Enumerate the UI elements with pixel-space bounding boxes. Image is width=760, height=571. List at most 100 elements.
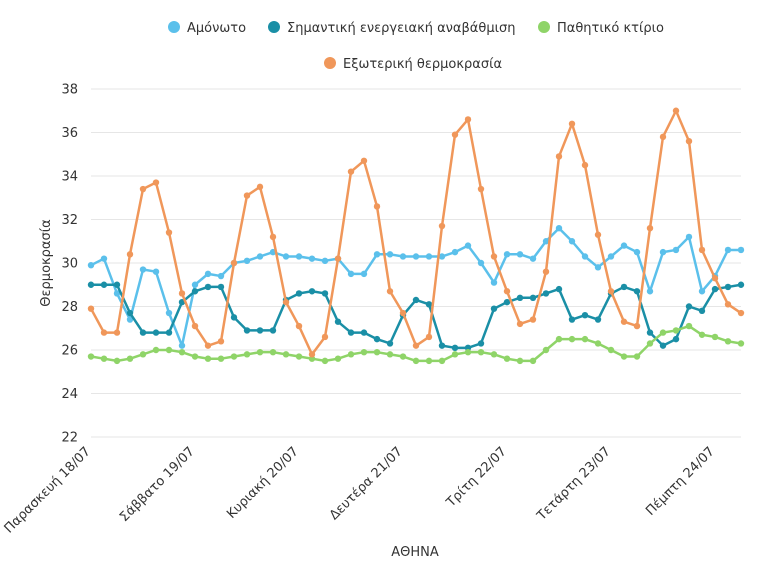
data-point-s3-29[interactable] <box>464 116 472 123</box>
data-point-s0-38[interactable] <box>581 253 589 260</box>
data-point-s1-34[interactable] <box>529 294 537 301</box>
data-point-s1-23[interactable] <box>386 340 394 347</box>
data-point-s1-35[interactable] <box>542 290 550 297</box>
data-point-s0-44[interactable] <box>659 248 667 256</box>
data-point-s0-20[interactable] <box>347 270 355 278</box>
data-point-s1-4[interactable] <box>139 329 147 336</box>
data-point-s0-2[interactable] <box>113 290 121 297</box>
data-point-s0-0[interactable] <box>87 261 95 269</box>
data-point-s2-39[interactable] <box>594 340 602 347</box>
data-point-s0-18[interactable] <box>321 257 329 265</box>
data-point-s3-31[interactable] <box>490 253 498 260</box>
data-point-s0-35[interactable] <box>542 238 550 245</box>
data-point-s2-23[interactable] <box>386 351 394 358</box>
data-point-s0-24[interactable] <box>399 253 407 260</box>
data-point-s3-24[interactable] <box>399 309 407 317</box>
data-point-s2-4[interactable] <box>139 351 147 358</box>
data-point-s1-28[interactable] <box>451 344 459 352</box>
data-point-s2-21[interactable] <box>360 348 368 356</box>
data-point-s1-41[interactable] <box>620 283 628 291</box>
data-point-s0-40[interactable] <box>607 253 615 260</box>
data-point-s0-32[interactable] <box>503 251 511 258</box>
data-point-s3-7[interactable] <box>178 290 186 297</box>
data-point-s2-38[interactable] <box>581 335 589 343</box>
data-point-s1-0[interactable] <box>87 281 95 288</box>
data-point-s1-17[interactable] <box>308 288 316 295</box>
data-point-s0-23[interactable] <box>386 251 394 258</box>
data-point-s2-22[interactable] <box>373 348 381 356</box>
data-point-s2-44[interactable] <box>659 329 667 336</box>
data-point-s0-50[interactable] <box>737 246 745 254</box>
data-point-s0-41[interactable] <box>620 242 628 249</box>
data-point-s3-6[interactable] <box>165 229 173 236</box>
data-point-s2-19[interactable] <box>334 355 342 362</box>
data-point-s3-43[interactable] <box>646 225 654 232</box>
data-point-s0-7[interactable] <box>178 342 186 349</box>
data-point-s0-39[interactable] <box>594 264 602 271</box>
data-point-s3-50[interactable] <box>737 309 745 317</box>
data-point-s0-46[interactable] <box>685 233 693 241</box>
data-point-s3-30[interactable] <box>477 185 485 193</box>
data-point-s1-32[interactable] <box>503 298 511 306</box>
data-point-s1-25[interactable] <box>412 296 420 304</box>
data-point-s3-8[interactable] <box>191 322 199 330</box>
data-point-s2-41[interactable] <box>620 353 628 360</box>
data-point-s2-15[interactable] <box>282 351 290 358</box>
legend-item-series-0[interactable]: Αμόνωτο <box>168 21 246 36</box>
data-point-s0-1[interactable] <box>100 255 108 262</box>
data-point-s1-44[interactable] <box>659 342 667 349</box>
data-point-s1-45[interactable] <box>672 335 680 343</box>
data-point-s0-9[interactable] <box>204 270 212 278</box>
data-point-s3-33[interactable] <box>516 320 524 328</box>
data-point-s2-46[interactable] <box>685 322 693 330</box>
data-point-s0-10[interactable] <box>217 272 225 280</box>
data-point-s2-5[interactable] <box>152 346 160 354</box>
data-point-s3-42[interactable] <box>633 322 641 330</box>
data-point-s1-18[interactable] <box>321 290 329 297</box>
data-point-s3-26[interactable] <box>425 333 433 341</box>
data-point-s3-22[interactable] <box>373 203 381 210</box>
data-point-s1-8[interactable] <box>191 288 199 295</box>
data-point-s2-7[interactable] <box>178 348 186 356</box>
data-point-s0-3[interactable] <box>126 316 134 323</box>
data-point-s0-33[interactable] <box>516 251 524 258</box>
data-point-s3-20[interactable] <box>347 168 355 175</box>
data-point-s1-22[interactable] <box>373 335 381 343</box>
data-point-s2-37[interactable] <box>568 335 576 343</box>
data-point-s2-26[interactable] <box>425 357 433 365</box>
data-point-s1-16[interactable] <box>295 290 303 297</box>
data-point-s2-8[interactable] <box>191 353 199 360</box>
data-point-s1-49[interactable] <box>724 283 732 291</box>
legend-item-series-1[interactable]: Σημαντική ενεργειακή αναβάθμιση <box>268 21 515 36</box>
data-point-s3-25[interactable] <box>412 342 420 349</box>
data-point-s3-38[interactable] <box>581 161 589 169</box>
data-point-s2-12[interactable] <box>243 351 251 358</box>
data-point-s3-2[interactable] <box>113 329 121 336</box>
data-point-s1-26[interactable] <box>425 301 433 308</box>
data-point-s2-9[interactable] <box>204 355 212 362</box>
data-point-s3-19[interactable] <box>334 255 342 262</box>
data-point-s2-10[interactable] <box>217 355 225 362</box>
data-point-s2-2[interactable] <box>113 357 121 365</box>
data-point-s3-23[interactable] <box>386 288 394 295</box>
data-point-s1-9[interactable] <box>204 283 212 291</box>
data-point-s1-42[interactable] <box>633 288 641 295</box>
data-point-s0-45[interactable] <box>672 246 680 254</box>
data-point-s1-48[interactable] <box>711 285 719 293</box>
data-point-s2-0[interactable] <box>87 353 95 360</box>
data-point-s1-27[interactable] <box>438 342 446 349</box>
data-point-s3-0[interactable] <box>87 305 95 312</box>
data-point-s2-6[interactable] <box>165 346 173 354</box>
data-point-s0-37[interactable] <box>568 238 576 245</box>
data-point-s3-39[interactable] <box>594 231 602 238</box>
data-point-s3-47[interactable] <box>698 246 706 254</box>
data-point-s1-46[interactable] <box>685 303 693 310</box>
data-point-s1-21[interactable] <box>360 329 368 336</box>
data-point-s3-12[interactable] <box>243 192 251 199</box>
data-point-s0-17[interactable] <box>308 255 316 262</box>
data-point-s1-30[interactable] <box>477 340 485 347</box>
data-point-s3-44[interactable] <box>659 133 667 141</box>
data-point-s3-40[interactable] <box>607 288 615 295</box>
data-point-s3-35[interactable] <box>542 268 550 275</box>
data-point-s3-27[interactable] <box>438 222 446 230</box>
